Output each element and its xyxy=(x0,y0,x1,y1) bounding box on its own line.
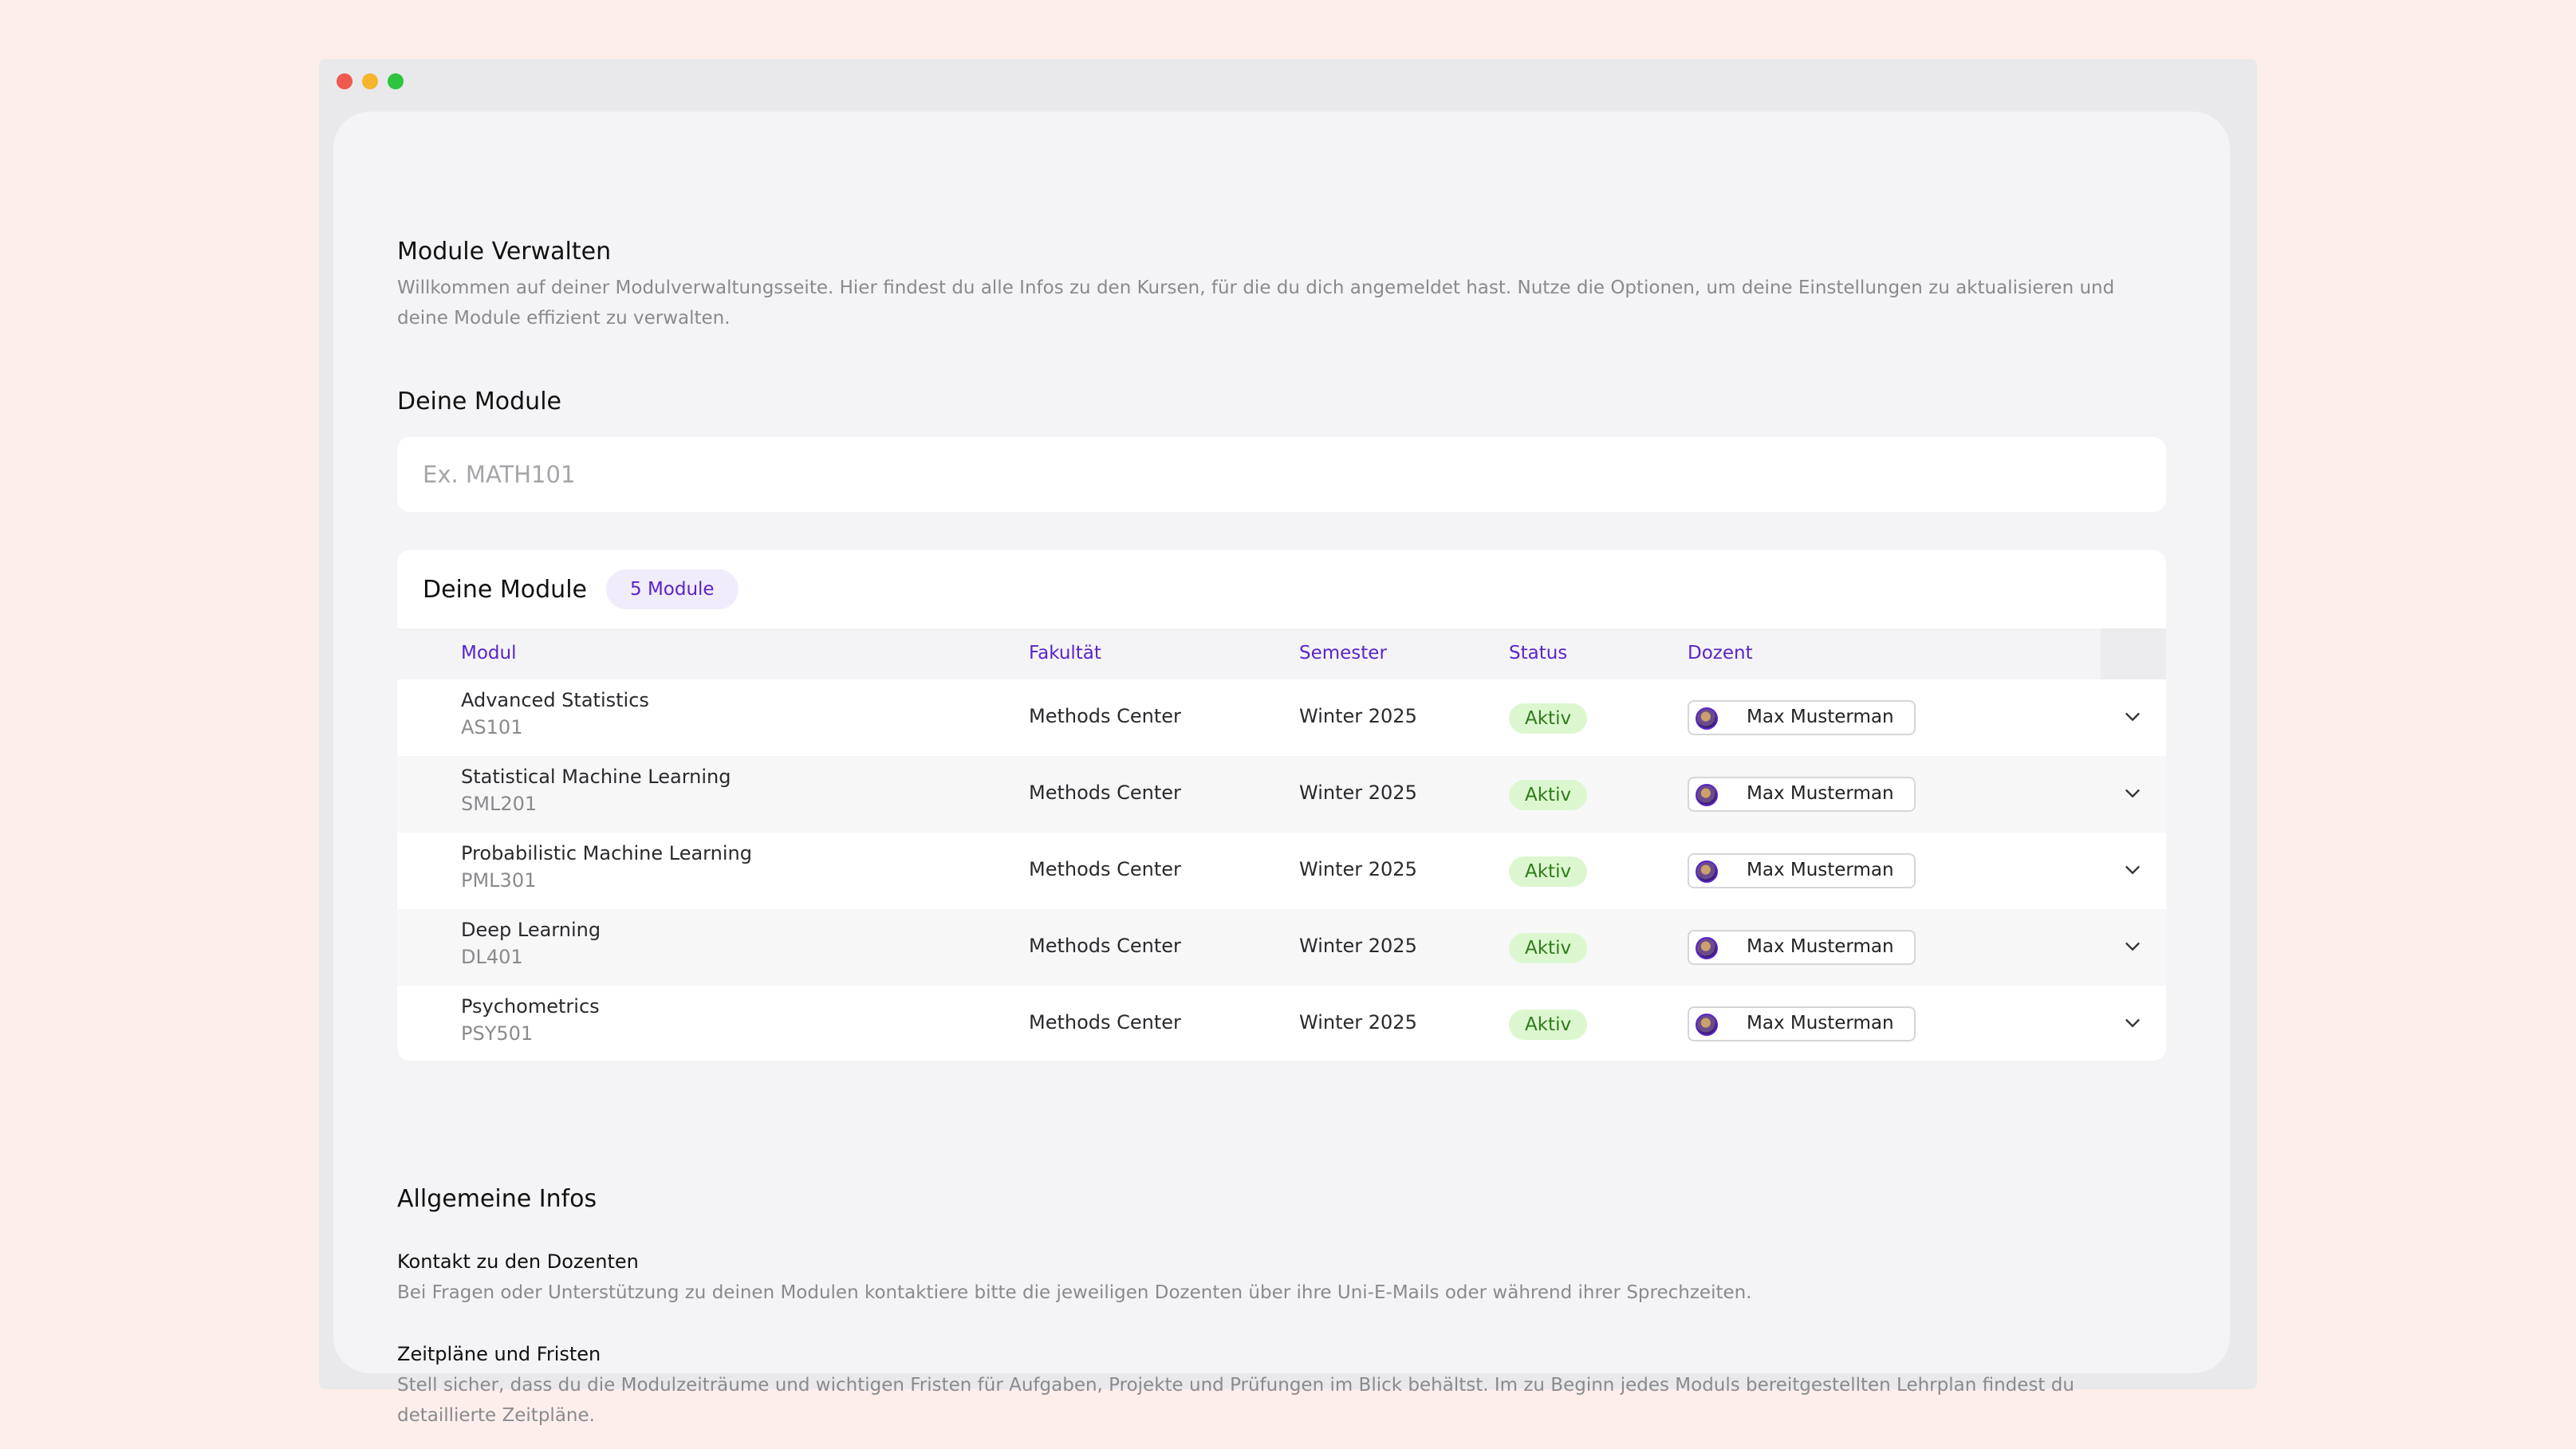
module-faculty: Methods Center xyxy=(1029,782,1181,804)
modules-section-title: Deine Module xyxy=(397,388,561,415)
avatar xyxy=(1696,784,1718,806)
table-row[interactable]: Psychometrics PSY501 Methods Center Wint… xyxy=(397,986,2166,1061)
maximize-window-button[interactable] xyxy=(388,73,404,89)
module-count-badge: 5 Module xyxy=(606,569,739,609)
status-badge: Aktiv xyxy=(1509,933,1588,963)
table-header: Modul Fakultät Semester Status Dozent xyxy=(397,628,2166,679)
module-name: Advanced Statistics xyxy=(461,689,649,711)
column-header-semester[interactable]: Semester xyxy=(1299,643,1387,663)
table-row[interactable]: Advanced Statistics AS101 Methods Center… xyxy=(397,679,2166,756)
app-window: Module Verwalten Willkommen auf deiner M… xyxy=(319,59,2257,1426)
module-faculty: Methods Center xyxy=(1029,705,1181,727)
page-description: Willkommen auf deiner Modulverwaltungsse… xyxy=(397,278,2115,329)
module-semester: Winter 2025 xyxy=(1299,705,1417,727)
info-schedule-text: Stell sicher, dass du die Modulzeiträume… xyxy=(397,1375,2074,1426)
module-name: Statistical Machine Learning xyxy=(461,766,731,788)
lecturer-name: Max Musterman xyxy=(1747,1013,1894,1034)
chevron-down-icon[interactable] xyxy=(2121,858,2144,880)
lecturer-name: Max Musterman xyxy=(1747,936,1894,957)
lecturer-name: Max Musterman xyxy=(1747,860,1894,880)
status-badge: Aktiv xyxy=(1509,703,1588,734)
table-body: Advanced Statistics AS101 Methods Center… xyxy=(397,679,2166,1061)
info-contact-text: Bei Fragen oder Unterstützung zu deinen … xyxy=(397,1282,1752,1303)
avatar xyxy=(1696,1014,1718,1036)
header-spacer xyxy=(2101,628,2166,679)
info-schedule-title: Zeitpläne und Fristen xyxy=(397,1343,601,1365)
module-semester: Winter 2025 xyxy=(1299,1011,1417,1034)
column-header-status[interactable]: Status xyxy=(1509,643,1568,663)
column-header-faculty[interactable]: Fakultät xyxy=(1029,643,1101,663)
status-badge: Aktiv xyxy=(1509,856,1588,887)
status-badge: Aktiv xyxy=(1509,1010,1588,1040)
general-info-title: Allgemeine Infos xyxy=(397,1185,597,1213)
avatar xyxy=(1696,707,1718,730)
avatar xyxy=(1696,937,1718,959)
module-semester: Winter 2025 xyxy=(1299,782,1417,804)
lecturer-name: Max Musterman xyxy=(1747,707,1894,727)
module-faculty: Methods Center xyxy=(1029,858,1181,880)
minimize-window-button[interactable] xyxy=(362,73,378,89)
lecturer-name: Max Musterman xyxy=(1747,783,1894,804)
status-badge: Aktiv xyxy=(1509,780,1588,810)
module-faculty: Methods Center xyxy=(1029,1011,1181,1034)
module-name: Psychometrics xyxy=(461,995,600,1018)
module-search-input[interactable] xyxy=(397,437,2166,512)
avatar xyxy=(1696,860,1718,883)
module-name: Deep Learning xyxy=(461,919,601,941)
chevron-down-icon[interactable] xyxy=(2121,1011,2144,1034)
lecturer-chip[interactable]: Max Musterman xyxy=(1688,853,1916,888)
column-header-module[interactable]: Modul xyxy=(461,643,517,663)
table-row[interactable]: Probabilistic Machine Learning PML301 Me… xyxy=(397,833,2166,909)
modules-table-card: Deine Module 5 Module Modul Fakultät Sem… xyxy=(397,550,2166,1061)
module-code: SML201 xyxy=(461,793,538,815)
modules-card-title: Deine Module xyxy=(423,576,587,604)
column-header-lecturer[interactable]: Dozent xyxy=(1688,643,1753,663)
lecturer-chip[interactable]: Max Musterman xyxy=(1688,930,1916,965)
module-code: PML301 xyxy=(461,869,537,892)
module-faculty: Methods Center xyxy=(1029,935,1181,957)
module-code: PSY501 xyxy=(461,1022,534,1045)
module-semester: Winter 2025 xyxy=(1299,935,1417,957)
chevron-down-icon[interactable] xyxy=(2121,935,2144,957)
close-window-button[interactable] xyxy=(337,73,353,89)
main-panel: Module Verwalten Willkommen auf deiner M… xyxy=(333,112,2230,1426)
lecturer-chip[interactable]: Max Musterman xyxy=(1688,1006,1916,1041)
chevron-down-icon[interactable] xyxy=(2121,705,2144,727)
module-name: Probabilistic Machine Learning xyxy=(461,842,752,864)
module-code: DL401 xyxy=(461,946,523,968)
table-row[interactable]: Statistical Machine Learning SML201 Meth… xyxy=(397,756,2166,833)
lecturer-chip[interactable]: Max Musterman xyxy=(1688,700,1916,735)
module-search-box xyxy=(397,437,2166,512)
lecturer-chip[interactable]: Max Musterman xyxy=(1688,777,1916,812)
module-semester: Winter 2025 xyxy=(1299,858,1417,880)
module-code: AS101 xyxy=(461,716,523,738)
page-title: Module Verwalten xyxy=(397,238,612,266)
chevron-down-icon[interactable] xyxy=(2121,782,2144,804)
info-contact-title: Kontakt zu den Dozenten xyxy=(397,1250,639,1273)
table-row[interactable]: Deep Learning DL401 Methods Center Winte… xyxy=(397,909,2166,986)
window-titlebar xyxy=(319,59,2257,100)
